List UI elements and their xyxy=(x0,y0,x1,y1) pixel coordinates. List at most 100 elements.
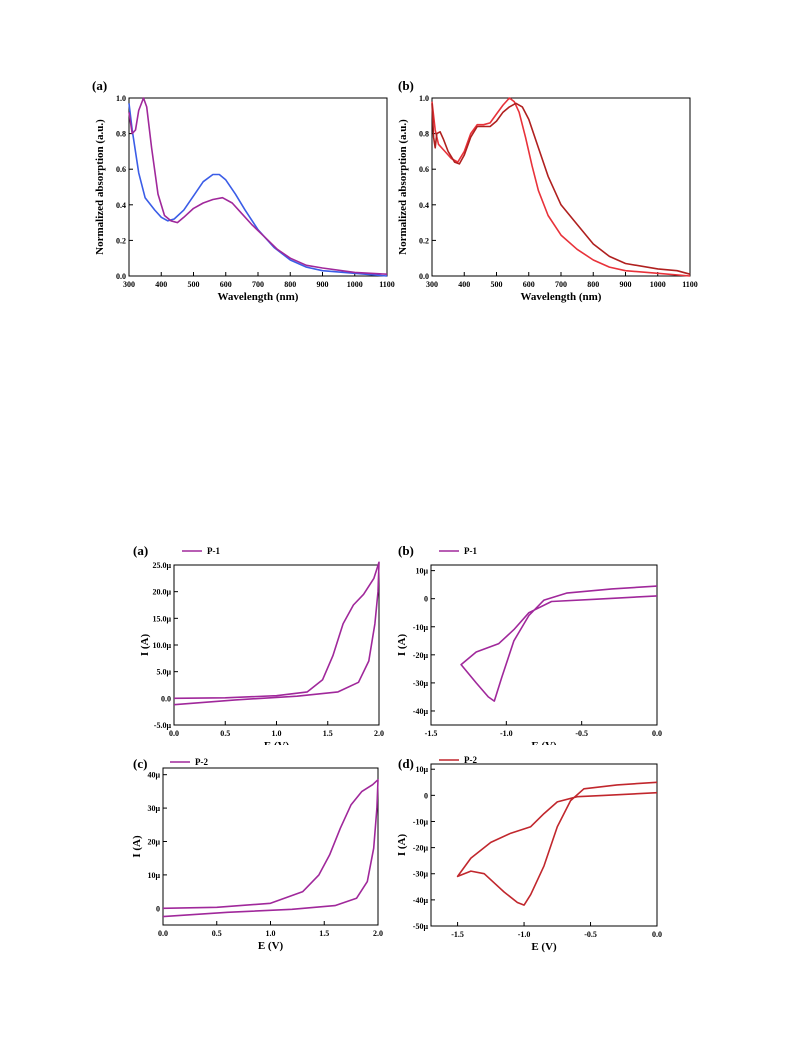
x-axis-title: Wavelength (nm) xyxy=(521,291,602,303)
y-tick-label: 5.0μ xyxy=(156,668,171,677)
y-tick-label: -30μ xyxy=(413,870,429,879)
y-tick-label: -10μ xyxy=(413,623,429,632)
plot-frame xyxy=(430,564,658,726)
legend-label: P-1 xyxy=(464,546,477,556)
x-tick-label: 300 xyxy=(123,280,135,289)
x-tick-label: -1.0 xyxy=(518,930,531,939)
cv-panel-c: 0.0 0.5 1.0 1.5 2.0 0 10μ 20μ 30μ 40μ E (V) I (A) (c… xyxy=(131,756,383,952)
x-tick-label: 1.0 xyxy=(272,729,282,738)
legend-label: P-2 xyxy=(195,757,208,767)
y-tick-label: 10.0μ xyxy=(152,641,171,650)
cv-panel-d: -1.5 -1.0 -0.5 0.0 -50μ -40μ -30μ -20μ -10μ 0 10μ E… xyxy=(396,755,662,953)
y-tick-label: 0.0 xyxy=(419,272,429,281)
y-tick-label: -20μ xyxy=(413,651,429,660)
series-line xyxy=(431,102,691,275)
y-tick-label: 0 xyxy=(424,791,428,800)
x-tick-label: 2.0 xyxy=(373,929,383,938)
y-axis-title: I (A) xyxy=(396,834,408,857)
series-line xyxy=(460,585,658,702)
y-axis-title: Normalized absorption (a.u.) xyxy=(94,119,106,255)
y-tick-label: 25.0μ xyxy=(152,561,171,570)
x-tick-label: 0.0 xyxy=(158,929,168,938)
y-tick-label: 1.0 xyxy=(116,94,126,103)
x-tick-label: 1.5 xyxy=(319,929,329,938)
y-tick-label: 20.0μ xyxy=(152,588,171,597)
x-tick-label: 800 xyxy=(284,280,296,289)
panel-label: (d) xyxy=(398,756,414,771)
x-tick-label: 900 xyxy=(317,280,329,289)
plot-frame xyxy=(430,763,658,927)
y-tick-label: -5.0μ xyxy=(154,721,172,730)
y-tick-label: 0 xyxy=(156,904,160,913)
panel-label: (a) xyxy=(92,78,107,93)
cv-panel-b: -1.5 -1.0 -0.5 0.0 -40μ -30μ -20μ -10μ 0 10μ E (V)… xyxy=(396,543,662,745)
y-tick-label: 0.2 xyxy=(419,236,429,245)
x-tick-label: -1.5 xyxy=(451,930,464,939)
x-tick-label: 600 xyxy=(523,280,535,289)
x-axis-title: E (V) xyxy=(531,941,557,953)
x-tick-label: 1.0 xyxy=(266,929,276,938)
x-tick-label: 0.0 xyxy=(169,729,179,738)
x-tick-label: 0.5 xyxy=(220,729,230,738)
panel-label: (b) xyxy=(398,78,414,93)
y-tick-label: 0.8 xyxy=(116,130,126,139)
panel-label: (b) xyxy=(398,543,414,558)
series-line xyxy=(431,97,691,277)
x-axis-title: Wavelength (nm) xyxy=(218,291,299,303)
legend-label: P-1 xyxy=(207,546,220,556)
x-tick-label: 300 xyxy=(426,280,438,289)
plot-frame xyxy=(173,564,380,726)
x-tick-label: 0.0 xyxy=(652,729,662,738)
x-tick-label: 400 xyxy=(155,280,167,289)
y-tick-label: 0.2 xyxy=(116,236,126,245)
series-line xyxy=(456,781,658,906)
panel-label: (c) xyxy=(133,756,147,771)
x-tick-label: 0.5 xyxy=(212,929,222,938)
x-tick-label: 600 xyxy=(220,280,232,289)
x-axis-title: E (V) xyxy=(264,740,290,745)
x-tick-label: -0.5 xyxy=(584,930,597,939)
y-tick-label: 1.0 xyxy=(419,94,429,103)
x-tick-label: 800 xyxy=(587,280,599,289)
legend-label: P-2 xyxy=(464,755,477,765)
y-tick-label: -10μ xyxy=(413,817,429,826)
y-axis-title: Normalized absorption (a.u.) xyxy=(397,119,409,255)
y-tick-label: 0.6 xyxy=(419,165,429,174)
uv-vis-panel-a: 300 400 500 600 700 800 900 1000 1100 0.0 0.2 0.4 0.… xyxy=(92,78,395,303)
x-tick-label: 400 xyxy=(458,280,470,289)
series-line xyxy=(173,561,380,706)
y-tick-label: -50μ xyxy=(413,922,429,931)
x-tick-label: 900 xyxy=(620,280,632,289)
x-axis-title: E (V) xyxy=(531,740,557,745)
x-tick-label: 700 xyxy=(555,280,567,289)
x-tick-label: 1.5 xyxy=(323,729,333,738)
x-tick-label: -1.0 xyxy=(500,729,513,738)
y-axis-title: I (A) xyxy=(131,835,143,858)
y-tick-label: 15.0μ xyxy=(152,614,171,623)
x-tick-label: -0.5 xyxy=(575,729,588,738)
series-line xyxy=(128,103,388,277)
y-tick-label: 0.6 xyxy=(116,165,126,174)
plot-frame xyxy=(431,97,691,277)
x-tick-label: 1000 xyxy=(650,280,666,289)
y-tick-label: 0.4 xyxy=(419,201,429,210)
panel-label: (a) xyxy=(133,543,148,558)
series-line xyxy=(162,778,379,918)
y-tick-label: 0.0 xyxy=(161,694,171,703)
x-tick-label: 1000 xyxy=(347,280,363,289)
y-axis-title: I (A) xyxy=(139,634,151,657)
y-tick-label: 0.4 xyxy=(116,201,126,210)
x-axis-title: E (V) xyxy=(258,940,284,952)
x-tick-label: 500 xyxy=(491,280,503,289)
y-tick-label: 0 xyxy=(424,595,428,604)
y-tick-label: 10μ xyxy=(415,567,428,576)
x-tick-label: 500 xyxy=(188,280,200,289)
cv-panel-a: 0.0 0.5 1.0 1.5 2.0-5.0μ0.05.0μ10.0μ15.0μ20.… xyxy=(133,543,384,745)
y-tick-label: -30μ xyxy=(413,679,429,688)
y-tick-label: -20μ xyxy=(413,844,429,853)
plot-frame xyxy=(128,97,388,277)
y-tick-label: -40μ xyxy=(413,896,429,905)
series-line xyxy=(128,97,388,275)
x-tick-label: 2.0 xyxy=(374,729,384,738)
y-tick-label: 10μ xyxy=(147,871,160,880)
